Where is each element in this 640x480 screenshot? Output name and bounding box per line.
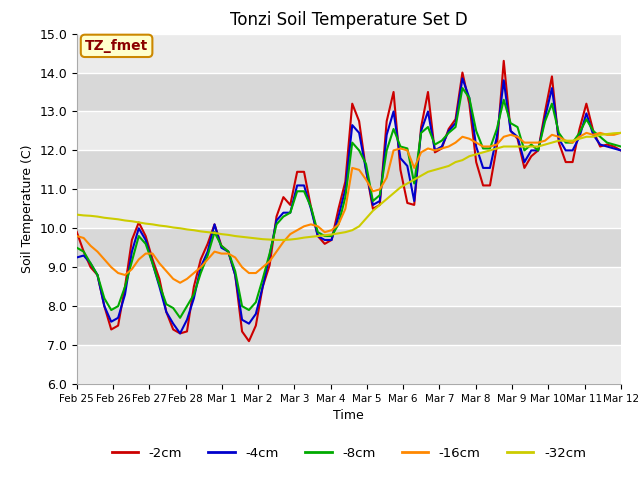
-16cm [617,130,625,136]
-8cm [176,315,184,321]
Bar [77,34,621,72]
-4cm [617,147,625,153]
-8cm [617,144,625,149]
-2cm [245,338,253,344]
-16cm [410,165,418,171]
-2cm [500,58,508,64]
-2cm [321,241,328,247]
-16cm [562,138,570,144]
-16cm [403,147,411,153]
-16cm [321,229,328,235]
Bar [77,72,621,111]
Bar [77,306,621,345]
-32cm [431,167,438,173]
-32cm [273,237,280,243]
-4cm [321,237,328,243]
-4cm [403,163,411,169]
Line: -8cm: -8cm [77,88,621,318]
Title: Tonzi Soil Temperature Set D: Tonzi Soil Temperature Set D [230,11,468,29]
Line: -16cm: -16cm [77,133,621,283]
-32cm [617,130,625,136]
-4cm [176,331,184,336]
Line: -32cm: -32cm [77,133,621,240]
-8cm [431,142,438,147]
-4cm [73,254,81,260]
Bar [77,189,621,228]
-8cm [73,245,81,251]
-32cm [410,177,418,182]
Bar [77,111,621,150]
Line: -4cm: -4cm [77,78,621,334]
-32cm [321,232,328,238]
-32cm [562,138,570,144]
-4cm [569,147,577,153]
-8cm [410,180,418,186]
Bar [77,345,621,384]
-4cm [452,120,460,126]
-16cm [431,147,438,153]
-2cm [403,200,411,206]
Line: -2cm: -2cm [77,61,621,341]
-8cm [403,145,411,151]
-2cm [617,147,625,153]
-2cm [410,202,418,208]
-32cm [403,180,411,186]
-16cm [452,140,460,145]
-16cm [176,280,184,286]
-4cm [431,147,438,153]
-32cm [73,212,81,217]
-2cm [452,116,460,122]
-8cm [569,140,577,145]
-8cm [321,233,328,239]
Legend: -2cm, -4cm, -8cm, -16cm, -32cm: -2cm, -4cm, -8cm, -16cm, -32cm [106,442,591,465]
-8cm [452,124,460,130]
-2cm [431,149,438,155]
Bar [77,267,621,306]
-16cm [582,130,590,136]
Bar [77,228,621,267]
-4cm [459,75,467,81]
Bar [77,150,621,189]
-16cm [73,233,81,239]
-2cm [73,229,81,235]
Y-axis label: Soil Temperature (C): Soil Temperature (C) [20,144,34,273]
-4cm [410,198,418,204]
-32cm [452,159,460,165]
Text: TZ_fmet: TZ_fmet [85,39,148,53]
-8cm [459,85,467,91]
X-axis label: Time: Time [333,409,364,422]
-2cm [569,159,577,165]
